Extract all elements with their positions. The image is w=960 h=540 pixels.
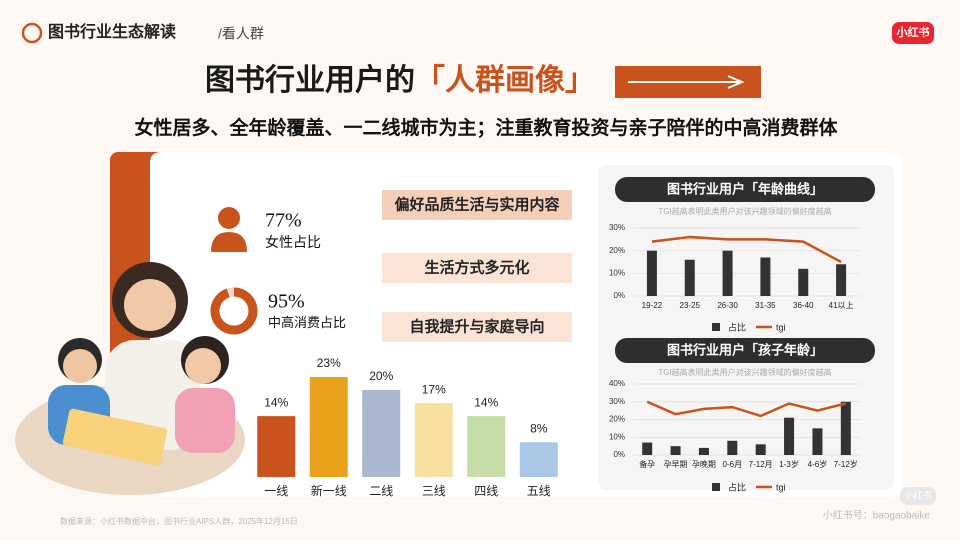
x-tick-label: 孕早期	[664, 460, 688, 469]
value-label: 23%	[317, 356, 341, 370]
legend-swatch	[712, 483, 720, 491]
logo-badge	[892, 22, 934, 44]
x-tick-label: 0-6月	[723, 460, 743, 469]
bar	[698, 447, 709, 455]
bar	[755, 444, 766, 455]
chart-note: TGI越高表明此类用户对该兴趣领域的偏好度越高	[658, 367, 831, 377]
y-tick-label: 10%	[609, 432, 625, 441]
x-tick-label: 一线	[264, 484, 288, 498]
y-tick-label: 20%	[609, 415, 625, 424]
legend-label: tgi	[776, 482, 786, 492]
title-highlight: 「人群画像」	[415, 64, 595, 97]
tag-box	[382, 312, 572, 342]
bar	[836, 264, 847, 296]
section-title: 图书行业生态解读	[48, 22, 176, 41]
x-tick-label: 7-12月	[749, 460, 773, 469]
x-tick-label: 新一线	[311, 483, 347, 498]
watermark: 小红书号：baogaobaike	[823, 509, 931, 522]
bar	[257, 416, 296, 477]
value-label: 8%	[530, 421, 548, 435]
y-tick-label: 0%	[613, 450, 625, 459]
x-tick-label: 三线	[422, 484, 446, 498]
tag-box	[382, 253, 572, 283]
section-subtitle: /看人群	[218, 26, 264, 42]
title-arrow	[628, 75, 745, 89]
donut-arc	[210, 287, 258, 335]
chart-title-pill	[615, 177, 875, 202]
bar	[722, 250, 733, 296]
photo	[15, 262, 245, 495]
y-tick-label: 40%	[609, 379, 625, 388]
bar	[760, 257, 771, 296]
x-tick-label: 23-25	[680, 301, 701, 310]
x-tick-label: 孕晚期	[692, 459, 716, 469]
bar	[646, 250, 657, 296]
title: 图书行业用户的	[205, 64, 415, 97]
x-tick-label: 36-40	[793, 301, 814, 310]
line	[651, 235, 842, 264]
y-tick-label: 30%	[609, 397, 625, 406]
value-label: 17%	[422, 382, 446, 396]
bar	[670, 446, 681, 455]
x-tick-label: 31-35	[755, 301, 776, 310]
tag: 偏好品质生活与实用内容	[394, 195, 559, 213]
x-tick-label: 19-22	[642, 301, 663, 310]
chart-note: TGI越高表明此类用户对该兴趣领域的偏好度越高	[658, 206, 831, 216]
stat-value: 95%	[268, 291, 305, 313]
legend-swatch	[712, 323, 720, 331]
bar	[798, 268, 809, 296]
bar	[684, 259, 695, 296]
bar	[642, 442, 653, 455]
value-label: 20%	[369, 369, 393, 383]
chart-title: 图书行业用户「年龄曲线」	[667, 181, 823, 196]
section-icon	[21, 22, 43, 44]
x-tick-label: 备孕	[639, 459, 655, 469]
x-tick-label: 4-6岁	[808, 459, 828, 469]
tag: 自我提升与家庭导向	[409, 317, 544, 335]
bar	[812, 428, 823, 455]
chart-title: 图书行业用户「孩子年龄」	[667, 342, 823, 357]
stat-value: 77%	[265, 210, 302, 232]
bar	[414, 403, 453, 477]
x-tick-label: 五线	[527, 484, 551, 498]
stat-label: 中高消费占比	[268, 315, 346, 330]
y-tick-label: 10%	[609, 268, 625, 277]
x-tick-label: 41以上	[829, 301, 854, 310]
tag-box	[382, 190, 572, 220]
x-tick-label: 26-30	[717, 301, 738, 310]
legend-label: tgi	[776, 322, 786, 332]
bar	[727, 440, 738, 455]
watermark-badge	[900, 487, 936, 505]
bar	[467, 416, 506, 477]
bar	[840, 401, 851, 455]
legend-label: 占比	[728, 481, 746, 492]
bar	[309, 377, 348, 477]
y-tick-label: 30%	[609, 223, 625, 232]
subtitle: 女性居多、全年龄覆盖、一二线城市为主；注重教育投资与亲子陪伴的中高消费群体	[134, 116, 838, 139]
x-tick-label: 四线	[474, 484, 498, 498]
y-tick-label: 20%	[609, 246, 625, 255]
value-label: 14%	[264, 395, 288, 409]
female-icon	[211, 207, 247, 252]
x-tick-label: 1-3岁	[779, 459, 799, 469]
value-label: 14%	[474, 395, 498, 409]
x-tick-label: 二线	[369, 484, 393, 498]
source: 数据来源：小红书数据中台，图书行业AIPS人群，2025年12月15日	[60, 516, 298, 526]
x-tick-label: 7-12岁	[834, 459, 858, 469]
bar	[784, 417, 795, 455]
stat-label: 女性占比	[265, 234, 321, 251]
bar	[362, 390, 401, 477]
line	[646, 400, 847, 418]
y-tick-label: 0%	[613, 291, 625, 300]
watermark-logo: 小红书	[904, 489, 931, 500]
bar	[519, 442, 558, 477]
tag: 生活方式多元化	[424, 258, 529, 276]
logo: 小红书	[896, 25, 930, 39]
legend-label: 占比	[728, 321, 746, 332]
chart-title-pill	[615, 338, 875, 363]
